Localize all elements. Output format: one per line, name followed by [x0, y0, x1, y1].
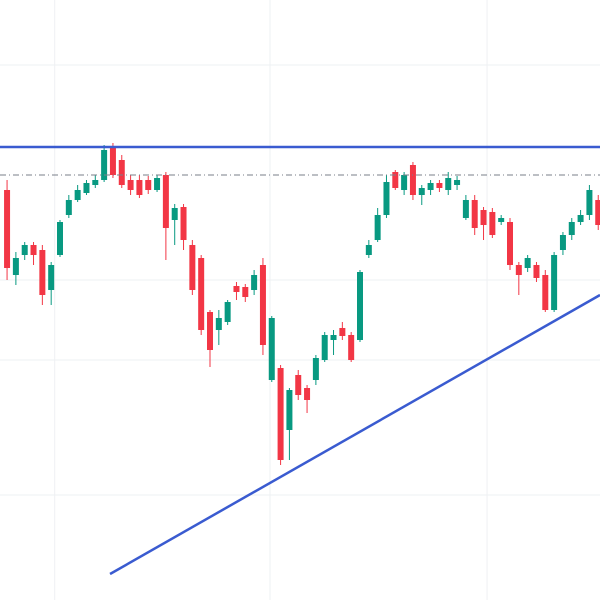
trend-line — [109, 293, 600, 576]
candle-body — [568, 222, 575, 235]
candle-body — [392, 172, 399, 188]
candle-body — [39, 250, 46, 295]
candle-body — [533, 265, 540, 278]
candle-body — [524, 258, 531, 268]
candle-body — [57, 222, 63, 255]
candle-body — [145, 180, 152, 190]
candle-body — [4, 190, 11, 268]
candle-body — [559, 235, 566, 250]
candle-body — [480, 210, 487, 225]
candle-body — [268, 318, 275, 380]
candle-body — [409, 165, 416, 195]
candle-body — [507, 222, 513, 265]
candle-body — [224, 302, 231, 322]
candle-body — [321, 335, 328, 360]
candle-body — [83, 183, 90, 193]
candle-body — [286, 390, 293, 430]
candle-body — [374, 215, 381, 240]
candle-body — [365, 245, 372, 255]
candle-body — [65, 200, 72, 215]
candle-body — [357, 272, 363, 340]
candle-body — [21, 245, 28, 255]
candle-body — [242, 287, 249, 297]
candle-body — [515, 265, 522, 275]
candle-body — [48, 265, 55, 290]
candle-body — [577, 215, 584, 222]
candle-body — [118, 160, 125, 185]
candle-body — [109, 148, 116, 175]
candle-body — [12, 258, 19, 275]
candle-body — [330, 335, 337, 340]
candle-body — [198, 258, 205, 330]
candle-body — [454, 180, 461, 185]
candle-body — [348, 335, 355, 360]
candle-body — [401, 175, 408, 190]
candle-body — [595, 200, 600, 225]
candle-body — [171, 208, 178, 220]
candle-body — [189, 245, 196, 290]
candle-body — [551, 255, 558, 310]
candle-body — [233, 286, 240, 292]
candle-body — [489, 212, 496, 235]
candle-body — [462, 200, 469, 218]
candle-body — [259, 265, 266, 345]
candle-body — [312, 358, 319, 380]
candle-body — [471, 200, 478, 228]
candle-body — [154, 178, 161, 190]
candle-body — [445, 178, 452, 190]
candle-body — [383, 182, 390, 215]
candle-body — [136, 180, 143, 195]
candle-body — [180, 207, 187, 240]
candle-body — [207, 312, 213, 350]
candle-body — [418, 188, 425, 195]
candle-body — [586, 190, 593, 215]
candle-body — [427, 183, 434, 190]
candle-body — [277, 368, 284, 460]
candle-body — [542, 275, 549, 310]
candle-body — [498, 218, 505, 222]
candle-body — [339, 328, 346, 336]
candle-body — [101, 150, 108, 180]
candle-body — [215, 318, 222, 330]
candle-body — [304, 388, 311, 400]
candle-body — [92, 180, 99, 185]
candle-body — [295, 375, 302, 395]
candle-body — [127, 180, 134, 190]
candle-body — [30, 245, 37, 255]
candle-body — [436, 183, 443, 188]
candle-body — [162, 175, 169, 228]
candle-body — [74, 190, 81, 200]
candle-body — [251, 275, 258, 290]
